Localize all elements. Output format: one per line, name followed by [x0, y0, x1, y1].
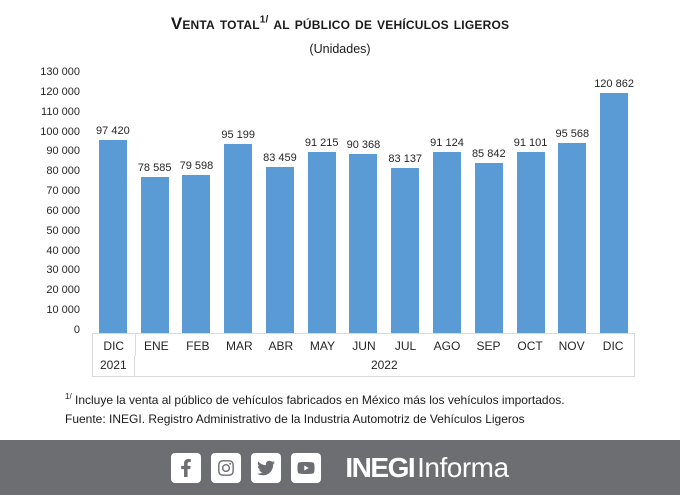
bar-value-label: 95 568	[555, 128, 590, 140]
bar-value-label: 83 137	[388, 153, 423, 165]
bar-column: 90 368	[343, 75, 385, 333]
y-tick-label: 10 000	[46, 304, 80, 317]
y-tick-label: 60 000	[46, 204, 80, 217]
bar	[307, 152, 336, 333]
y-tick-label: 100 000	[40, 125, 80, 138]
y-tick-label: 90 000	[46, 145, 80, 158]
month-label: JUL	[394, 339, 417, 353]
facebook-icon[interactable]	[171, 452, 202, 483]
bar	[182, 175, 211, 333]
bar	[558, 143, 587, 333]
month-label: JUN	[352, 339, 376, 353]
plot-area: 97 420 78 585 79 598 95 199 83 459 91 215 90 3…	[92, 75, 635, 333]
month-label: ENE	[143, 339, 169, 353]
chart-title-part2: al público de vehículos ligeros	[268, 14, 510, 33]
bar-column: 78 585	[134, 75, 176, 333]
footnote-1: 1/ Incluye la venta al público de vehícu…	[65, 387, 645, 410]
month-label: OCT	[517, 339, 543, 353]
chart-title-superscript: 1/	[259, 14, 269, 26]
bar-column: 95 568	[551, 75, 593, 333]
bar	[140, 177, 169, 333]
year-row: 2021 2022	[93, 356, 634, 377]
instagram-icon[interactable]	[211, 452, 242, 483]
chart-title: Venta total1/ al público de vehículos li…	[0, 14, 680, 34]
footnotes: 1/ Incluye la venta al público de vehícu…	[65, 387, 645, 429]
footer-bar: INEGI Informa	[0, 440, 680, 495]
y-tick-label: 50 000	[46, 224, 80, 237]
year-label-2022: 2022	[370, 358, 398, 372]
inegi-informa-logo[interactable]: INEGI Informa	[345, 451, 509, 483]
bar	[433, 152, 461, 333]
month-label: DIC	[602, 339, 624, 353]
month-label: AGO	[433, 339, 461, 353]
footnote-1-superscript: 1/	[65, 392, 72, 401]
footnote-source: Fuente: INEGI. Registro Administrativo d…	[65, 412, 525, 426]
bar-column: 97 420	[92, 75, 134, 333]
y-tick-label: 130 000	[40, 66, 80, 78]
y-tick-label: 20 000	[46, 284, 80, 297]
month-label: NOV	[558, 339, 585, 353]
month-label: MAY	[309, 339, 335, 353]
month-label: MAR	[226, 339, 253, 353]
bar	[391, 168, 420, 333]
informa-logo-text: Informa	[417, 451, 509, 483]
y-tick-label: 120 000	[40, 85, 80, 98]
month-row: DIC ENE FEB MAR ABR MAY JUN JUL AGO SEP OCT NOV DIC	[93, 334, 634, 356]
bar	[600, 93, 629, 333]
bar-value-label: 97 420	[96, 125, 130, 137]
bar-value-label: 91 215	[304, 137, 339, 149]
inegi-logo-text: INEGI	[345, 451, 415, 483]
bar-column: 120 862	[593, 75, 635, 333]
bar-column: 79 598	[176, 75, 218, 333]
y-tick-label: 0	[73, 323, 80, 336]
bar-column: 91 124	[426, 75, 468, 333]
bar-value-label: 90 368	[346, 139, 381, 151]
y-tick-label: 70 000	[46, 185, 80, 198]
twitter-icon[interactable]	[251, 452, 282, 483]
bar	[516, 152, 545, 333]
bar	[474, 163, 503, 333]
y-tick-label: 40 000	[46, 244, 80, 257]
bar	[265, 167, 294, 333]
month-label: ABR	[268, 339, 294, 353]
bar-value-label: 78 585	[137, 162, 172, 174]
year-label-2021: 2021	[93, 356, 135, 377]
y-tick-label: 80 000	[46, 165, 80, 178]
bar-value-label: 95 199	[221, 129, 255, 141]
month-label: DIC	[93, 334, 136, 356]
bar-column: 83 137	[384, 75, 426, 333]
bar-column: 83 459	[259, 75, 301, 333]
x-axis-box: DIC ENE FEB MAR ABR MAY JUN JUL AGO SEP OCT NOV DIC …	[92, 333, 635, 377]
bar-column: 91 215	[301, 75, 343, 333]
y-axis: 130 000 120 000 110 000 100 000 90 000 80 000…	[28, 66, 80, 336]
y-tick-label: 30 000	[46, 264, 80, 277]
bar-column: 91 101	[510, 75, 552, 333]
month-label: FEB	[186, 339, 210, 353]
footnote-1-text: Incluye la venta al público de vehículos…	[71, 393, 565, 407]
month-label: SEP	[476, 339, 501, 353]
bar-value-label: 91 124	[430, 137, 464, 149]
bar-column: 95 199	[217, 75, 259, 333]
bar	[98, 140, 127, 333]
bar	[349, 154, 378, 333]
bar-value-label: 85 842	[471, 148, 506, 160]
youtube-icon[interactable]	[291, 452, 322, 483]
chart-title-part1: Venta total	[170, 14, 260, 33]
chart-subtitle: (Unidades)	[309, 42, 371, 56]
bar-value-label: 120 862	[594, 78, 634, 90]
bar-value-label: 79 598	[179, 160, 214, 172]
y-tick-label: 110 000	[41, 105, 80, 118]
bar-value-label: 83 459	[263, 152, 297, 164]
bar-value-label: 91 101	[513, 137, 548, 149]
bar-column: 85 842	[468, 75, 510, 333]
bar	[224, 144, 253, 333]
